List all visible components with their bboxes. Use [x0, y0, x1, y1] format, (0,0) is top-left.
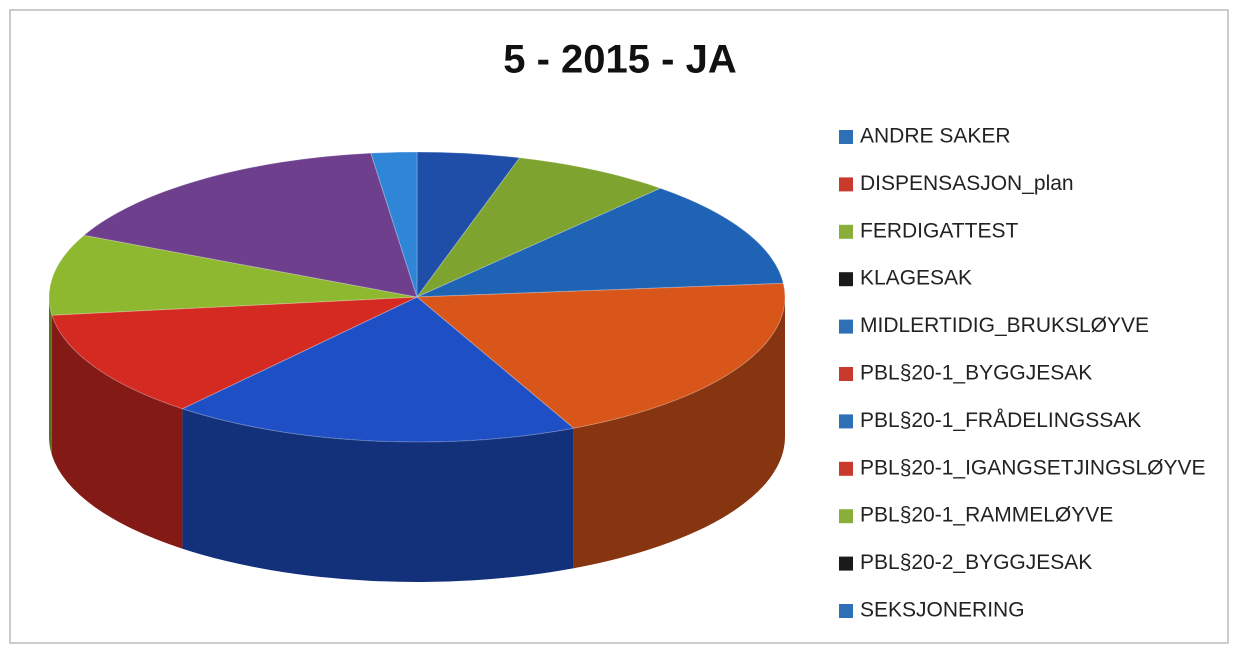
legend-swatch: [839, 272, 853, 287]
legend-swatch: [839, 604, 853, 618]
slice: [51, 296, 418, 410]
legend-label: ANDRE SAKER: [860, 125, 1011, 148]
slice: [181, 296, 575, 443]
legend-swatch: [839, 556, 853, 571]
slice-side: [573, 297, 785, 569]
slice-side: [51, 315, 183, 549]
legend-label: PBL§20-1_IGANGSETJINGSLØYVE: [860, 456, 1205, 479]
legend-label: DISPENSASJON_plan: [860, 172, 1074, 195]
legend-swatch: [839, 414, 853, 429]
slice-side: [182, 408, 574, 582]
legend-label: PBL§20-1_BYGGJESAK: [860, 362, 1092, 385]
chart-title: 5 - 2015 - JA: [503, 38, 736, 82]
legend-swatch: [839, 319, 853, 334]
slice: [416, 151, 521, 299]
legend-swatch: [839, 461, 853, 476]
legend-label: FERDIGATTEST: [860, 219, 1018, 242]
legend-label: PBL§20-2_BYGGJESAK: [860, 551, 1092, 574]
legend-label: MIDLERTIDIG_BRUKSLØYVE: [860, 314, 1149, 337]
slice: [370, 151, 418, 298]
legend-label: PBL§20-1_FRÅDELINGSSAK: [860, 409, 1141, 432]
legend-label: SEKSJONERING: [860, 599, 1025, 622]
legend-swatch: [839, 367, 853, 381]
slice: [415, 282, 786, 429]
legend-label: KLAGESAK: [860, 267, 972, 290]
slice: [82, 152, 418, 298]
legend-swatch: [839, 177, 853, 192]
slice: [416, 187, 784, 298]
slice-side: [49, 297, 52, 456]
legend-swatch: [839, 224, 853, 239]
legend-swatch: [839, 509, 853, 524]
slice: [48, 234, 418, 316]
slice: [415, 157, 662, 299]
legend-label: PBL§20-1_RAMMELØYVE: [860, 504, 1113, 527]
legend-swatch: [839, 130, 853, 144]
